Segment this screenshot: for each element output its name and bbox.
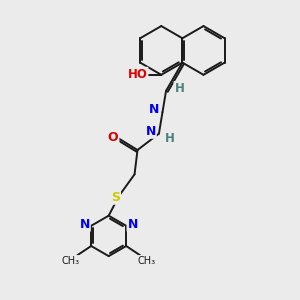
Text: N: N (80, 218, 90, 231)
Text: CH₃: CH₃ (138, 256, 156, 266)
Text: CH₃: CH₃ (61, 256, 80, 266)
Text: H: H (165, 132, 175, 145)
Text: N: N (149, 103, 159, 116)
Text: HO: HO (128, 68, 147, 81)
Text: H: H (175, 82, 184, 95)
Text: N: N (146, 125, 156, 138)
Text: O: O (108, 131, 118, 144)
Text: N: N (128, 218, 138, 231)
Text: S: S (111, 191, 120, 204)
